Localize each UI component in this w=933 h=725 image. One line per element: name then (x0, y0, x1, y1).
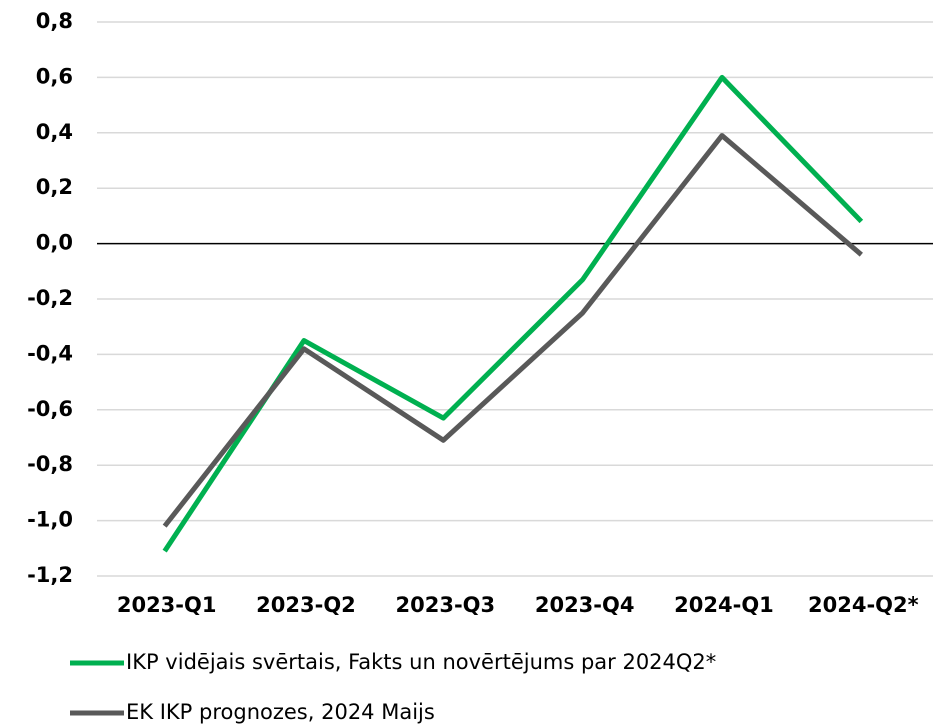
legend-label: EK IKP prognozes, 2024 Maijs (126, 700, 435, 724)
y-tick-label: -0,8 (27, 452, 73, 476)
x-tick-label: 2023-Q3 (396, 593, 496, 617)
y-tick-label: -1,0 (27, 508, 73, 532)
y-tick-label: -1,2 (27, 563, 73, 587)
legend-label: IKP vidējais svērtais, Fakts un novērtēj… (126, 650, 716, 674)
x-tick-label: 2023-Q4 (535, 593, 635, 617)
x-tick-label: 2023-Q1 (117, 593, 217, 617)
y-tick-label: 0,6 (36, 64, 73, 88)
x-tick-label: 2024-Q1 (674, 593, 774, 617)
x-tick-label: 2023-Q2 (256, 593, 356, 617)
y-tick-label: 0,2 (36, 175, 73, 199)
y-tick-label: 0,0 (36, 231, 73, 255)
series-line (162, 74, 864, 553)
y-tick-label: 0,8 (36, 9, 73, 33)
y-tick-label: -0,4 (27, 341, 73, 365)
series-line (162, 133, 863, 528)
y-tick-label: 0,4 (36, 120, 73, 144)
x-tick-label: 2024-Q2* (808, 593, 919, 617)
y-tick-label: -0,6 (27, 397, 73, 421)
y-tick-label: -0,2 (27, 286, 73, 310)
